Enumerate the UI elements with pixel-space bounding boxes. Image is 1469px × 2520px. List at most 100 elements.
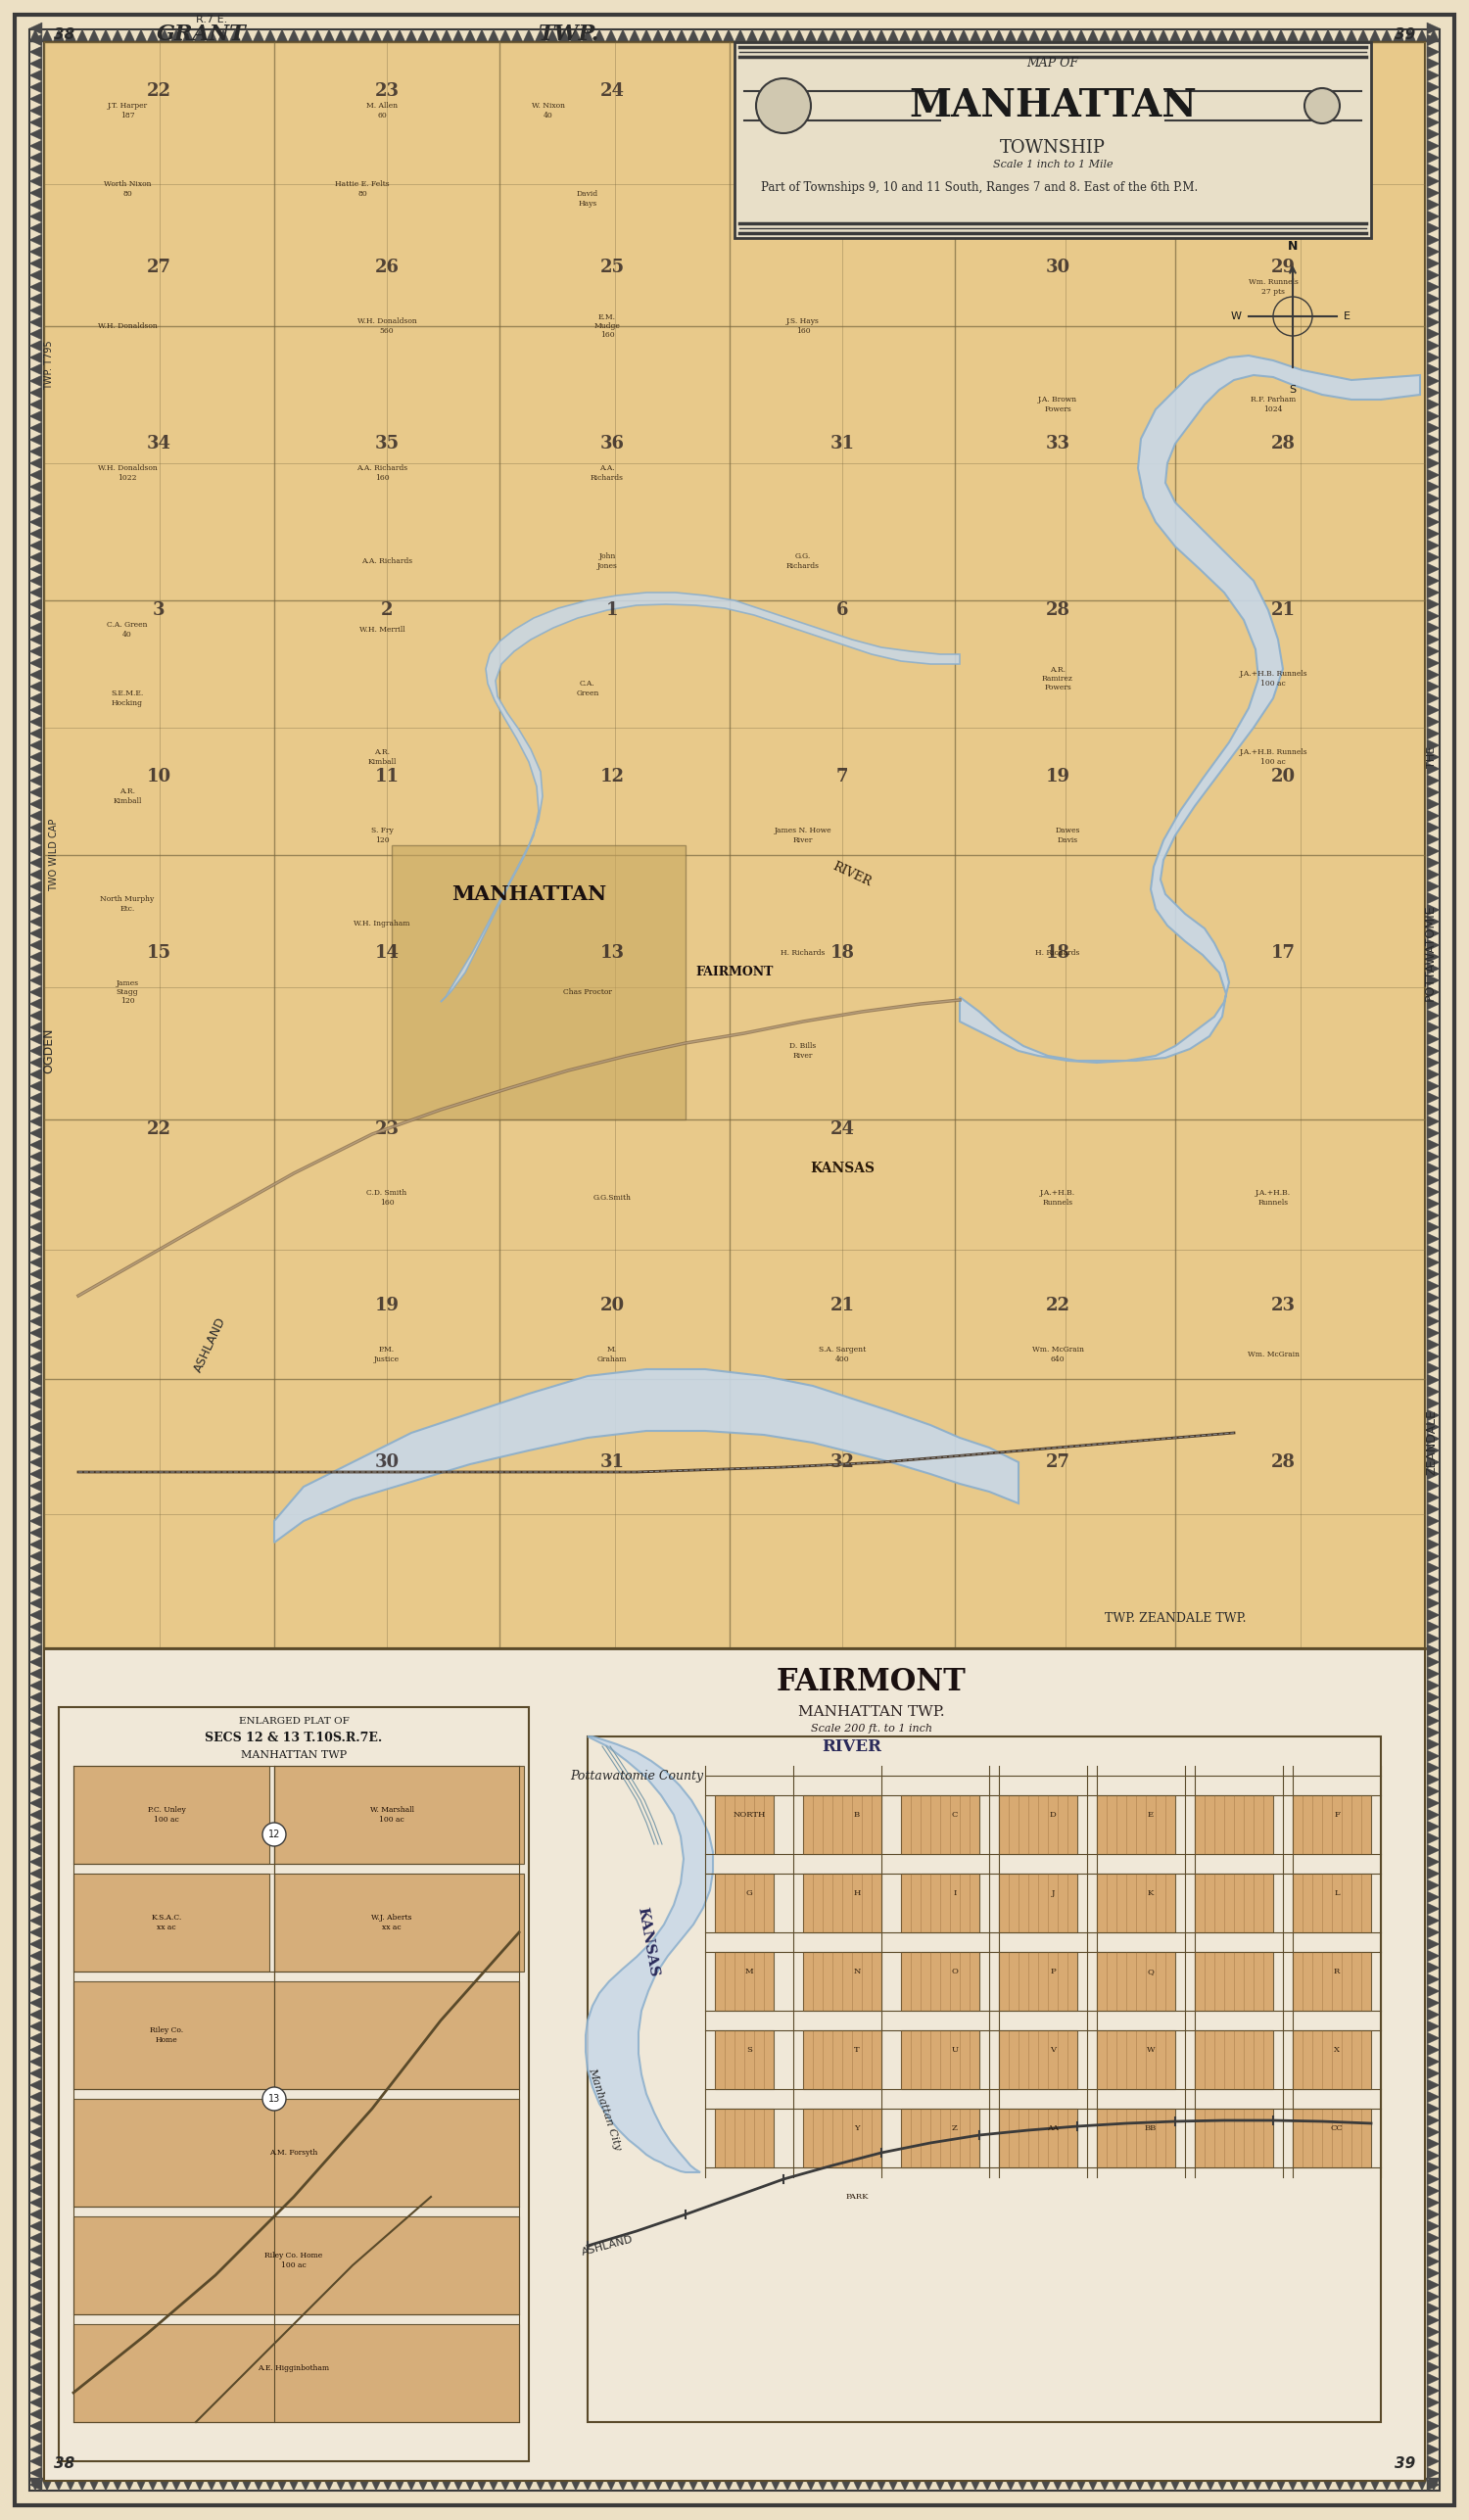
Text: A.R.
Kimball: A.R. Kimball [367,748,397,766]
Polygon shape [29,292,43,305]
Polygon shape [1426,1832,1440,1845]
Polygon shape [593,30,605,43]
Polygon shape [1052,30,1064,43]
Polygon shape [29,1585,43,1598]
Polygon shape [1146,30,1158,43]
Polygon shape [29,809,43,822]
Polygon shape [1426,2162,1440,2172]
Polygon shape [29,998,43,1011]
Polygon shape [1426,2454,1440,2467]
Polygon shape [488,2477,499,2490]
Polygon shape [29,517,43,527]
Polygon shape [1087,30,1099,43]
Polygon shape [241,30,253,43]
Polygon shape [664,30,676,43]
Polygon shape [1426,1091,1440,1104]
Text: MANHATTAN TWP: MANHATTAN TWP [241,1751,347,1759]
Text: J.A.+H.B.
Runnels: J.A.+H.B. Runnels [1040,1189,1075,1207]
Polygon shape [112,30,123,43]
Polygon shape [1426,1386,1440,1399]
Text: E.M.
Mudge
160: E.M. Mudge 160 [593,312,620,340]
Polygon shape [29,1822,43,1832]
Polygon shape [88,2477,100,2490]
Polygon shape [864,2477,876,2490]
Polygon shape [1426,1399,1440,1409]
Polygon shape [1205,2477,1216,2490]
Polygon shape [1426,340,1440,353]
Polygon shape [182,2477,194,2490]
Polygon shape [29,1232,43,1245]
Polygon shape [1205,30,1216,43]
Polygon shape [1426,1139,1440,1152]
Polygon shape [29,751,43,764]
Text: A.A. Richards: A.A. Richards [361,557,413,564]
Polygon shape [1299,2477,1310,2490]
Bar [1097,1953,1175,2011]
Polygon shape [1426,622,1440,633]
Text: 20: 20 [1271,83,1296,101]
Polygon shape [29,2291,43,2303]
Polygon shape [29,1245,43,1257]
Text: Scale 200 ft. to 1 inch: Scale 200 ft. to 1 inch [811,1724,933,1734]
Polygon shape [1146,2477,1158,2490]
Text: Manhattan City: Manhattan City [588,2066,623,2152]
Polygon shape [29,1751,43,1761]
Polygon shape [687,2477,699,2490]
Polygon shape [1275,30,1287,43]
Polygon shape [1426,1210,1440,1222]
Polygon shape [1426,703,1440,716]
Polygon shape [29,2243,43,2255]
Polygon shape [29,363,43,375]
Polygon shape [29,905,43,915]
Polygon shape [1064,30,1075,43]
Text: Hattie E. Felts
80: Hattie E. Felts 80 [335,181,389,197]
Polygon shape [29,1739,43,1751]
Polygon shape [1426,1197,1440,1210]
Polygon shape [1426,1527,1440,1540]
Text: Wm. Runnels: Wm. Runnels [1249,184,1299,194]
Polygon shape [100,2477,112,2490]
Polygon shape [1275,2477,1287,2490]
Polygon shape [29,1081,43,1091]
Polygon shape [1426,1293,1440,1303]
Polygon shape [499,30,511,43]
Text: D: D [1049,1812,1056,1819]
Polygon shape [1426,552,1440,562]
Polygon shape [29,738,43,751]
Polygon shape [29,398,43,411]
Polygon shape [29,433,43,446]
Polygon shape [1426,985,1440,998]
Polygon shape [29,1187,43,1197]
Text: X: X [1334,2046,1340,2054]
Polygon shape [1426,141,1440,151]
Polygon shape [29,186,43,199]
Polygon shape [29,668,43,680]
Text: P.C. Unley
100 ac: P.C. Unley 100 ac [147,1807,185,1824]
Polygon shape [1426,2349,1440,2361]
Polygon shape [29,1691,43,1704]
Polygon shape [29,45,43,58]
Polygon shape [911,30,923,43]
Circle shape [263,1822,286,1847]
Polygon shape [29,1656,43,1668]
Polygon shape [881,66,1047,154]
Polygon shape [1426,23,1440,35]
Polygon shape [1426,1950,1440,1961]
Bar [900,1872,980,1933]
Polygon shape [41,2477,53,2490]
Polygon shape [1416,2477,1428,2490]
Polygon shape [1426,2291,1440,2303]
Polygon shape [29,1797,43,1809]
Text: 23: 23 [375,83,400,101]
Polygon shape [1426,151,1440,164]
Polygon shape [1087,2477,1099,2490]
Polygon shape [29,1504,43,1515]
Polygon shape [29,633,43,645]
Polygon shape [1334,2477,1346,2490]
Polygon shape [29,1880,43,1890]
Polygon shape [29,2137,43,2150]
Polygon shape [805,2477,817,2490]
Text: A.A.
Richards: A.A. Richards [591,464,624,481]
Text: 20: 20 [599,1298,624,1315]
Polygon shape [29,645,43,658]
